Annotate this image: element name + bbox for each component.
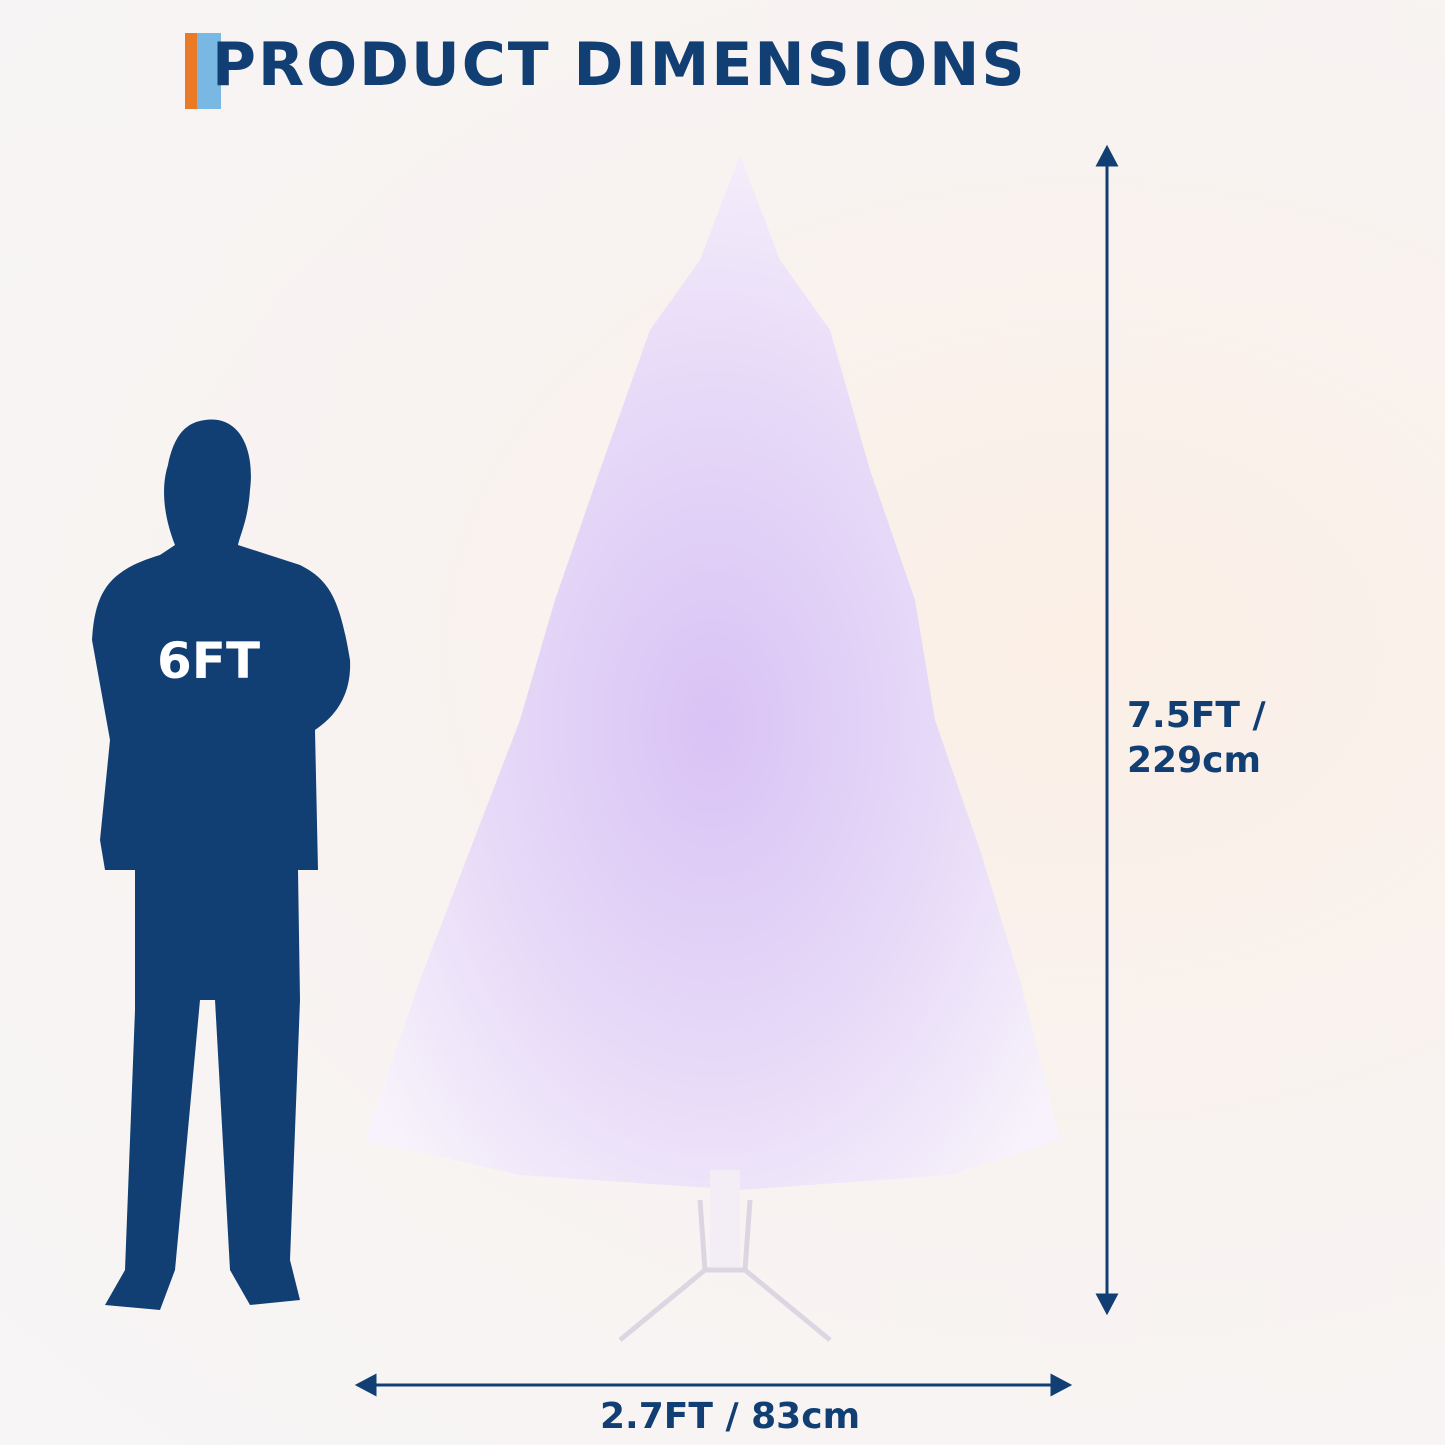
person-silhouette xyxy=(92,419,351,1310)
tree-width-label: 2.7FT / 83cm xyxy=(600,1396,861,1437)
accent-bar-blue xyxy=(197,33,221,109)
christmas-tree xyxy=(365,155,1060,1342)
person-height-label: 6FT xyxy=(157,632,261,690)
tree-height-label-line2: 229cm xyxy=(1127,740,1261,781)
width-dimension-arrow xyxy=(354,1373,1073,1397)
tree-height-label-line1: 7.5FT / xyxy=(1127,695,1266,736)
page-title: PRODUCT DIMENSIONS xyxy=(212,30,1027,100)
height-dimension-arrow xyxy=(1095,144,1119,1316)
accent-bar-orange xyxy=(185,33,197,109)
